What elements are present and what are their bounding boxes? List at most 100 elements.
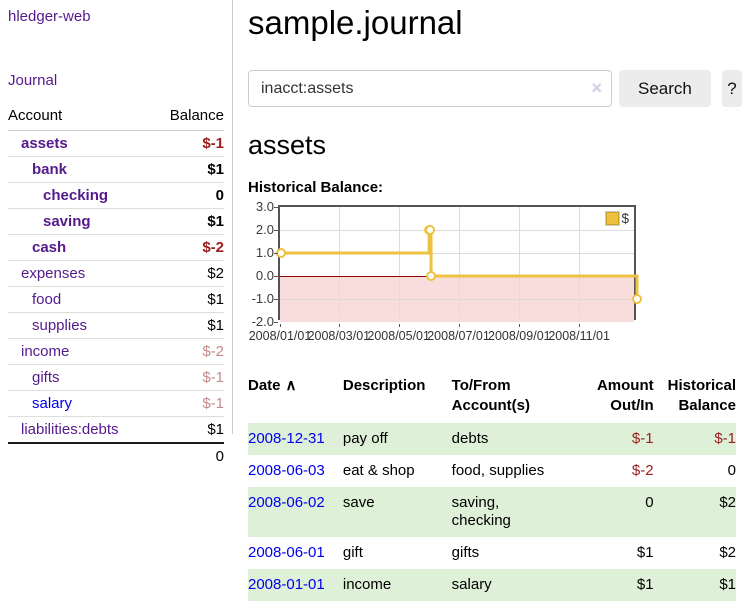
register-accounts-cell: gifts (451, 544, 480, 561)
gridline-v (579, 207, 581, 318)
y-axis-tick-mark (274, 253, 278, 254)
x-axis-tick-label: 2008/05/01 (367, 329, 430, 343)
account-name-cell: saving (8, 208, 153, 235)
y-axis-tick-mark (274, 322, 278, 323)
gridline-h (280, 299, 634, 300)
search-input[interactable] (248, 70, 612, 107)
register-date-cell: 2008-01-01 (248, 569, 343, 601)
legend-swatch-icon (605, 211, 621, 226)
account-link-food[interactable]: food (32, 291, 62, 308)
account-name-cell: food (8, 286, 153, 313)
y-axis-tick-label: 0.0 (255, 268, 274, 283)
sidebar-item-journal[interactable]: Journal (8, 72, 58, 89)
account-link-income[interactable]: income (21, 343, 70, 360)
account-balance: $-1 (152, 390, 224, 417)
balance-column-header-register: Historical Balance (667, 377, 736, 414)
account-link-checking[interactable]: checking (43, 187, 109, 204)
clear-search-icon[interactable]: × (591, 78, 602, 98)
y-axis-tick-mark (274, 230, 278, 231)
x-axis-tick-label: 2008/03/01 (307, 329, 371, 343)
register-row: 2008-06-02 save saving, checking 0 $2 (248, 487, 736, 537)
register-accounts-cell: saving, checking (451, 494, 511, 529)
x-axis-tick-mark (458, 324, 460, 327)
help-button[interactable]: ? (721, 70, 742, 107)
register-row: 2008-06-03 eat & shop food, supplies $-2 0 (248, 455, 736, 487)
register-description-cell: pay off (342, 430, 388, 447)
account-link-salary[interactable]: salary (32, 395, 73, 412)
account-name-cell: salary (8, 390, 153, 417)
app-brand-link[interactable]: hledger-web (8, 8, 91, 25)
x-axis-tick-mark (519, 324, 521, 327)
transaction-date-link[interactable]: 2008-06-03 (248, 462, 325, 479)
date-column-header[interactable]: Date ∧ (248, 377, 297, 394)
account-name-cell: liabilities:debts (8, 416, 153, 444)
register-header-row: Date ∧ Description To/From Account(s) Amou… (248, 374, 736, 423)
account-link-supplies[interactable]: supplies (32, 317, 88, 334)
account-link-assets[interactable]: assets (21, 135, 68, 152)
account-link-bank[interactable]: bank (32, 161, 68, 178)
account-row: saving $1 (8, 208, 224, 235)
y-axis-tick-label: 1.0 (255, 245, 274, 260)
y-axis-tick-label: -2.0 (251, 314, 274, 329)
account-link-saving[interactable]: saving (43, 213, 91, 230)
register-row: 2008-01-01 income salary $1 $1 (248, 569, 736, 601)
register-balance-cell: $2 (719, 494, 736, 511)
account-balance: $1 (152, 286, 224, 313)
y-axis-tick-mark (274, 207, 278, 208)
x-axis-tick-mark (280, 324, 281, 327)
transaction-date-link[interactable]: 2008-06-02 (248, 494, 325, 511)
register-date-cell: 2008-06-02 (248, 487, 343, 537)
account-name-cell: supplies (8, 312, 153, 339)
account-balance: $1 (152, 156, 224, 183)
account-balance: 0 (152, 182, 224, 209)
register-amount-cell: $-1 (631, 430, 654, 447)
transaction-date-link[interactable]: 2008-12-31 (248, 430, 325, 447)
transaction-date-link[interactable]: 2008-06-01 (248, 544, 325, 561)
gridline-h (280, 253, 634, 254)
balance-chart: $ 3.0 2.0 1.0 0.0 -1.0 -2.0 2008/01/01 2008/03/… (248, 200, 742, 351)
sort-ascending-icon: ∧ (285, 377, 297, 394)
search-button[interactable]: Search (619, 70, 711, 107)
account-link-liabilities-debts[interactable]: liabilities:debts (21, 421, 119, 438)
register-accounts-cell: debts (451, 430, 489, 447)
register-date-cell: 2008-12-31 (248, 423, 343, 455)
account-link-expenses[interactable]: expenses (21, 265, 86, 282)
x-axis-tick-label: 2008/01/01 (248, 329, 312, 343)
balance-line-series (276, 225, 642, 304)
x-axis-tick-mark (579, 324, 581, 327)
data-point-marker (425, 225, 436, 235)
chart-plot-area[interactable]: $ (276, 205, 642, 322)
account-name-cell: expenses (8, 260, 153, 287)
register-row: 2008-12-31 pay off debts $-1 $-1 (248, 423, 736, 455)
account-row: liabilities:debts $1 (8, 416, 224, 444)
register-balance-cell: $-1 (714, 430, 736, 447)
gridline-h (280, 230, 634, 231)
amount-column-header: Amount Out/In (596, 377, 654, 414)
y-axis-tick-label: -1.0 (251, 291, 274, 306)
register-amount-cell: $1 (636, 576, 654, 593)
account-balance: $2 (152, 260, 224, 287)
page-title: sample.journal (248, 4, 463, 41)
register-amount-cell: $-2 (631, 462, 654, 479)
description-column-header: Description (342, 377, 426, 394)
account-link-gifts[interactable]: gifts (32, 369, 60, 386)
data-point-marker (276, 248, 286, 258)
y-axis-tick-mark (274, 299, 278, 300)
register-description-cell: income (342, 576, 392, 593)
account-row: supplies $1 (8, 312, 224, 339)
account-column-header: Account (8, 103, 153, 131)
account-name-cell: gifts (8, 364, 153, 391)
transaction-date-link[interactable]: 2008-01-01 (248, 576, 325, 593)
legend-label: $ (621, 211, 629, 226)
register-amount-cell: 0 (645, 494, 654, 511)
account-link-cash[interactable]: cash (32, 239, 67, 256)
register-date-cell: 2008-06-01 (248, 537, 343, 569)
register-description-cell: gift (342, 544, 363, 561)
account-row: assets $-1 (8, 130, 224, 157)
account-name-cell: income (8, 338, 153, 365)
account-row: checking 0 (8, 182, 224, 209)
gridline-v (338, 207, 340, 318)
main-content: sample.journal × Search ? assets Histori… (248, 0, 742, 601)
chart-label: Historical Balance: (248, 179, 384, 196)
x-axis-tick-label: 2008/09/01 (488, 329, 551, 343)
